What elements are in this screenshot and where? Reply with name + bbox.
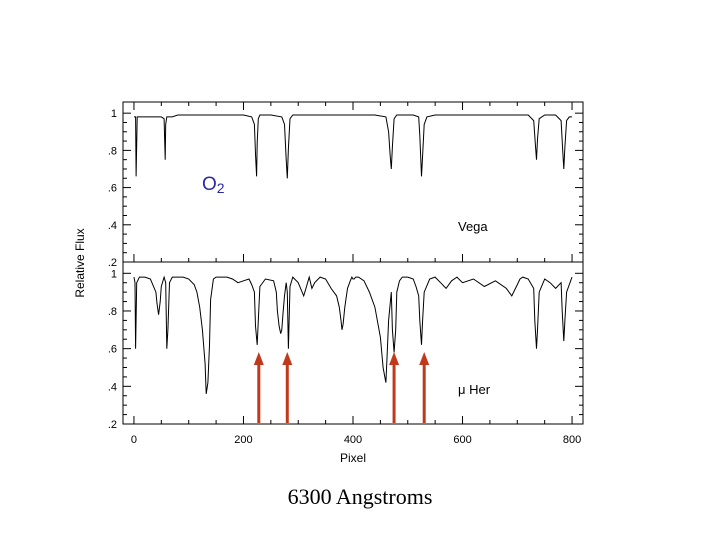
y-tick-label: .6 bbox=[108, 183, 117, 195]
spectra bbox=[133, 114, 573, 394]
axis-ticks bbox=[123, 102, 583, 425]
y-tick-label: 1 bbox=[111, 108, 117, 120]
y-tick-label: .4 bbox=[108, 381, 117, 393]
x-tick-label: 400 bbox=[344, 434, 362, 446]
x-tick-label: 0 bbox=[131, 434, 137, 446]
y-tick-label: .6 bbox=[108, 344, 117, 356]
y-tick-labels: 1.8.6.4.21.8.6.4.2 bbox=[108, 108, 117, 431]
arrow-marker bbox=[253, 352, 264, 423]
x-tick-label: 200 bbox=[234, 434, 252, 446]
figure-caption: 6300 Angstroms bbox=[287, 484, 433, 509]
spectrum-line-mu-her bbox=[133, 275, 573, 394]
arrow-marker bbox=[419, 352, 430, 423]
line-arrows bbox=[253, 352, 430, 423]
y-tick-label: .4 bbox=[108, 220, 117, 232]
y-tick-label: .8 bbox=[108, 145, 117, 157]
x-axis-title: Pixel bbox=[340, 451, 366, 465]
panel-label-mu-her: μ Her bbox=[458, 382, 491, 397]
y-tick-label: .2 bbox=[108, 257, 117, 269]
y-tick-label: 1 bbox=[111, 268, 117, 280]
o2-annotation: O2 bbox=[202, 174, 225, 196]
y-tick-label: .8 bbox=[108, 306, 117, 318]
panel-label-vega: Vega bbox=[458, 219, 488, 234]
x-tick-label: 800 bbox=[563, 434, 581, 446]
y-axis-title: Relative Flux bbox=[73, 228, 87, 297]
x-tick-labels: 0 200 400 600 800 bbox=[131, 434, 581, 446]
arrow-marker bbox=[389, 352, 400, 423]
spectrum-line-vega bbox=[134, 114, 572, 179]
y-tick-label: .2 bbox=[108, 419, 117, 431]
x-tick-label: 600 bbox=[453, 434, 471, 446]
plot-frame bbox=[122, 101, 584, 425]
arrow-marker bbox=[282, 352, 293, 423]
